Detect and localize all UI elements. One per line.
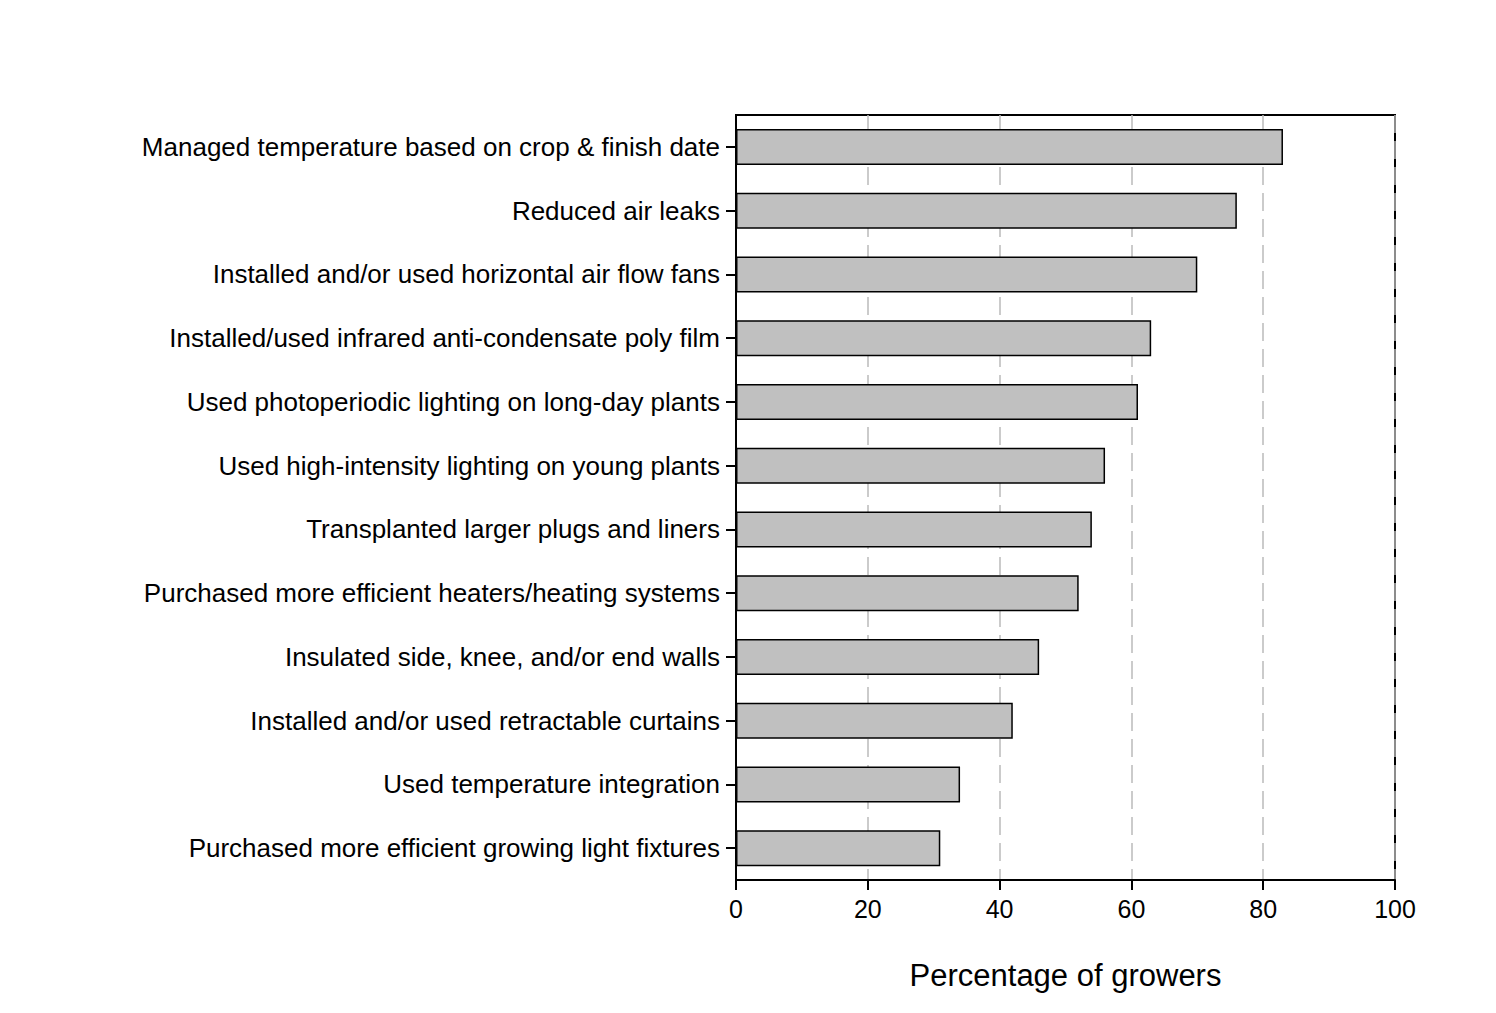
svg-text:Installed and/or used retracta: Installed and/or used retractable curtai… bbox=[250, 706, 720, 736]
svg-text:20: 20 bbox=[854, 895, 882, 923]
svg-text:40: 40 bbox=[986, 895, 1014, 923]
svg-text:Installed/used infrared anti-c: Installed/used infrared anti-condensate … bbox=[169, 323, 720, 353]
svg-text:Insulated side, knee, and/or e: Insulated side, knee, and/or end walls bbox=[285, 642, 720, 672]
svg-text:Used photoperiodic lighting on: Used photoperiodic lighting on long-day … bbox=[187, 387, 720, 417]
svg-text:Transplanted larger plugs and: Transplanted larger plugs and liners bbox=[306, 514, 720, 544]
svg-text:Installed and/or used horizont: Installed and/or used horizontal air flo… bbox=[213, 259, 720, 289]
svg-text:60: 60 bbox=[1117, 895, 1145, 923]
svg-text:Managed temperature based on c: Managed temperature based on crop & fini… bbox=[142, 132, 720, 162]
svg-text:Purchased more efficient heate: Purchased more efficient heaters/heating… bbox=[144, 578, 720, 608]
svg-text:Used temperature integration: Used temperature integration bbox=[383, 769, 720, 799]
svg-text:Purchased more efficient growi: Purchased more efficient growing light f… bbox=[189, 833, 720, 863]
svg-text:100: 100 bbox=[1374, 895, 1416, 923]
svg-text:Used high-intensity lighting o: Used high-intensity lighting on young pl… bbox=[218, 451, 720, 481]
svg-text:0: 0 bbox=[729, 895, 743, 923]
svg-text:Reduced air leaks: Reduced air leaks bbox=[512, 196, 720, 226]
svg-text:Percentage of growers: Percentage of growers bbox=[910, 958, 1222, 993]
svg-text:80: 80 bbox=[1249, 895, 1277, 923]
